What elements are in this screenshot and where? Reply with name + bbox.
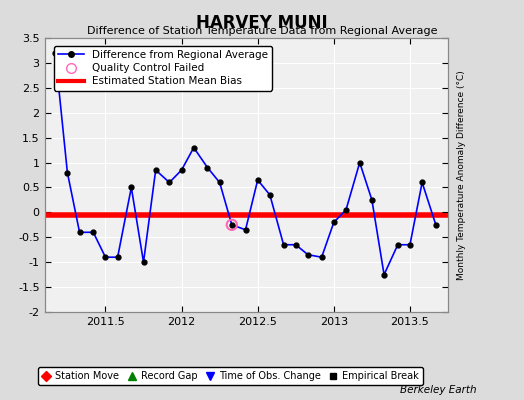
Text: Difference of Station Temperature Data from Regional Average: Difference of Station Temperature Data f… bbox=[87, 26, 437, 36]
Y-axis label: Monthly Temperature Anomaly Difference (°C): Monthly Temperature Anomaly Difference (… bbox=[457, 70, 466, 280]
Text: HARVEY MUNI: HARVEY MUNI bbox=[196, 14, 328, 32]
Point bbox=[227, 222, 236, 228]
Text: Berkeley Earth: Berkeley Earth bbox=[400, 385, 477, 395]
Legend: Station Move, Record Gap, Time of Obs. Change, Empirical Break: Station Move, Record Gap, Time of Obs. C… bbox=[38, 368, 422, 385]
